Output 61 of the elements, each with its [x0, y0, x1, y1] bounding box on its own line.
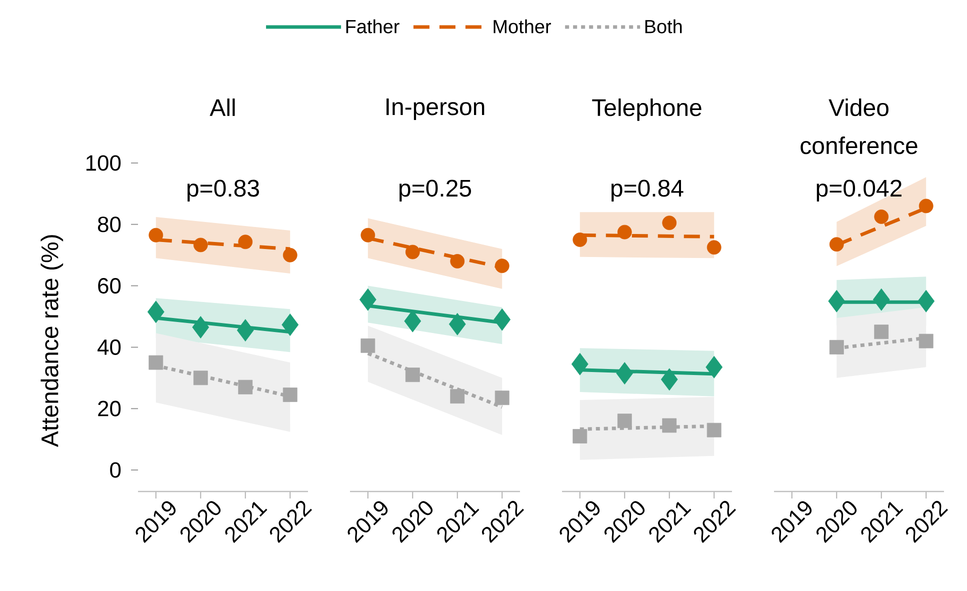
point	[282, 388, 298, 402]
point	[360, 228, 376, 242]
point	[706, 240, 722, 255]
point	[829, 237, 844, 252]
point	[874, 210, 889, 224]
point	[448, 312, 466, 336]
annotation: p=0.84	[612, 180, 684, 202]
point	[236, 319, 254, 342]
point	[405, 244, 420, 260]
y-tick-label: 60	[98, 278, 121, 294]
point	[359, 288, 376, 311]
point	[450, 254, 465, 268]
point	[660, 368, 678, 391]
y-tick-label: 100	[86, 155, 121, 171]
point	[828, 290, 846, 312]
point	[238, 380, 253, 394]
y-tick-label: 40	[98, 339, 121, 355]
point	[918, 290, 935, 312]
legend-label: Father	[346, 19, 400, 34]
point	[706, 422, 722, 438]
chart-title: All	[210, 98, 235, 116]
annotation: p=0.25	[400, 180, 472, 202]
legend-label: Mother	[494, 19, 552, 34]
point	[148, 228, 164, 242]
point	[494, 258, 510, 274]
point	[147, 300, 164, 324]
annotation: p=0.042	[816, 180, 902, 202]
point	[829, 340, 844, 354]
point	[572, 429, 588, 444]
y-axis-title: Attendance rate (%)	[40, 235, 64, 448]
point	[405, 368, 420, 382]
point	[494, 390, 510, 406]
legend-label: Both	[645, 19, 682, 34]
point	[617, 224, 632, 240]
point	[192, 316, 210, 338]
point	[148, 355, 164, 370]
y-tick-label: 20	[98, 400, 121, 416]
point	[918, 334, 934, 348]
chart-title: Telephone	[592, 98, 702, 121]
point	[282, 248, 298, 262]
annotation: p=0.83	[188, 180, 259, 202]
point	[360, 338, 376, 353]
y-tick-label: 80	[98, 216, 121, 232]
point	[874, 324, 889, 340]
point	[706, 356, 723, 378]
point	[494, 308, 511, 331]
point	[662, 418, 677, 433]
point	[662, 216, 677, 230]
point	[918, 198, 934, 214]
point	[193, 238, 208, 252]
point	[872, 288, 890, 311]
y-tick-label: 0	[110, 462, 121, 478]
chart-title: In-person	[386, 98, 484, 120]
point	[238, 234, 253, 250]
point	[616, 362, 634, 384]
point	[193, 370, 208, 386]
point	[617, 414, 632, 428]
point	[571, 352, 588, 376]
point	[572, 232, 588, 247]
point	[450, 389, 465, 404]
point	[282, 314, 299, 336]
